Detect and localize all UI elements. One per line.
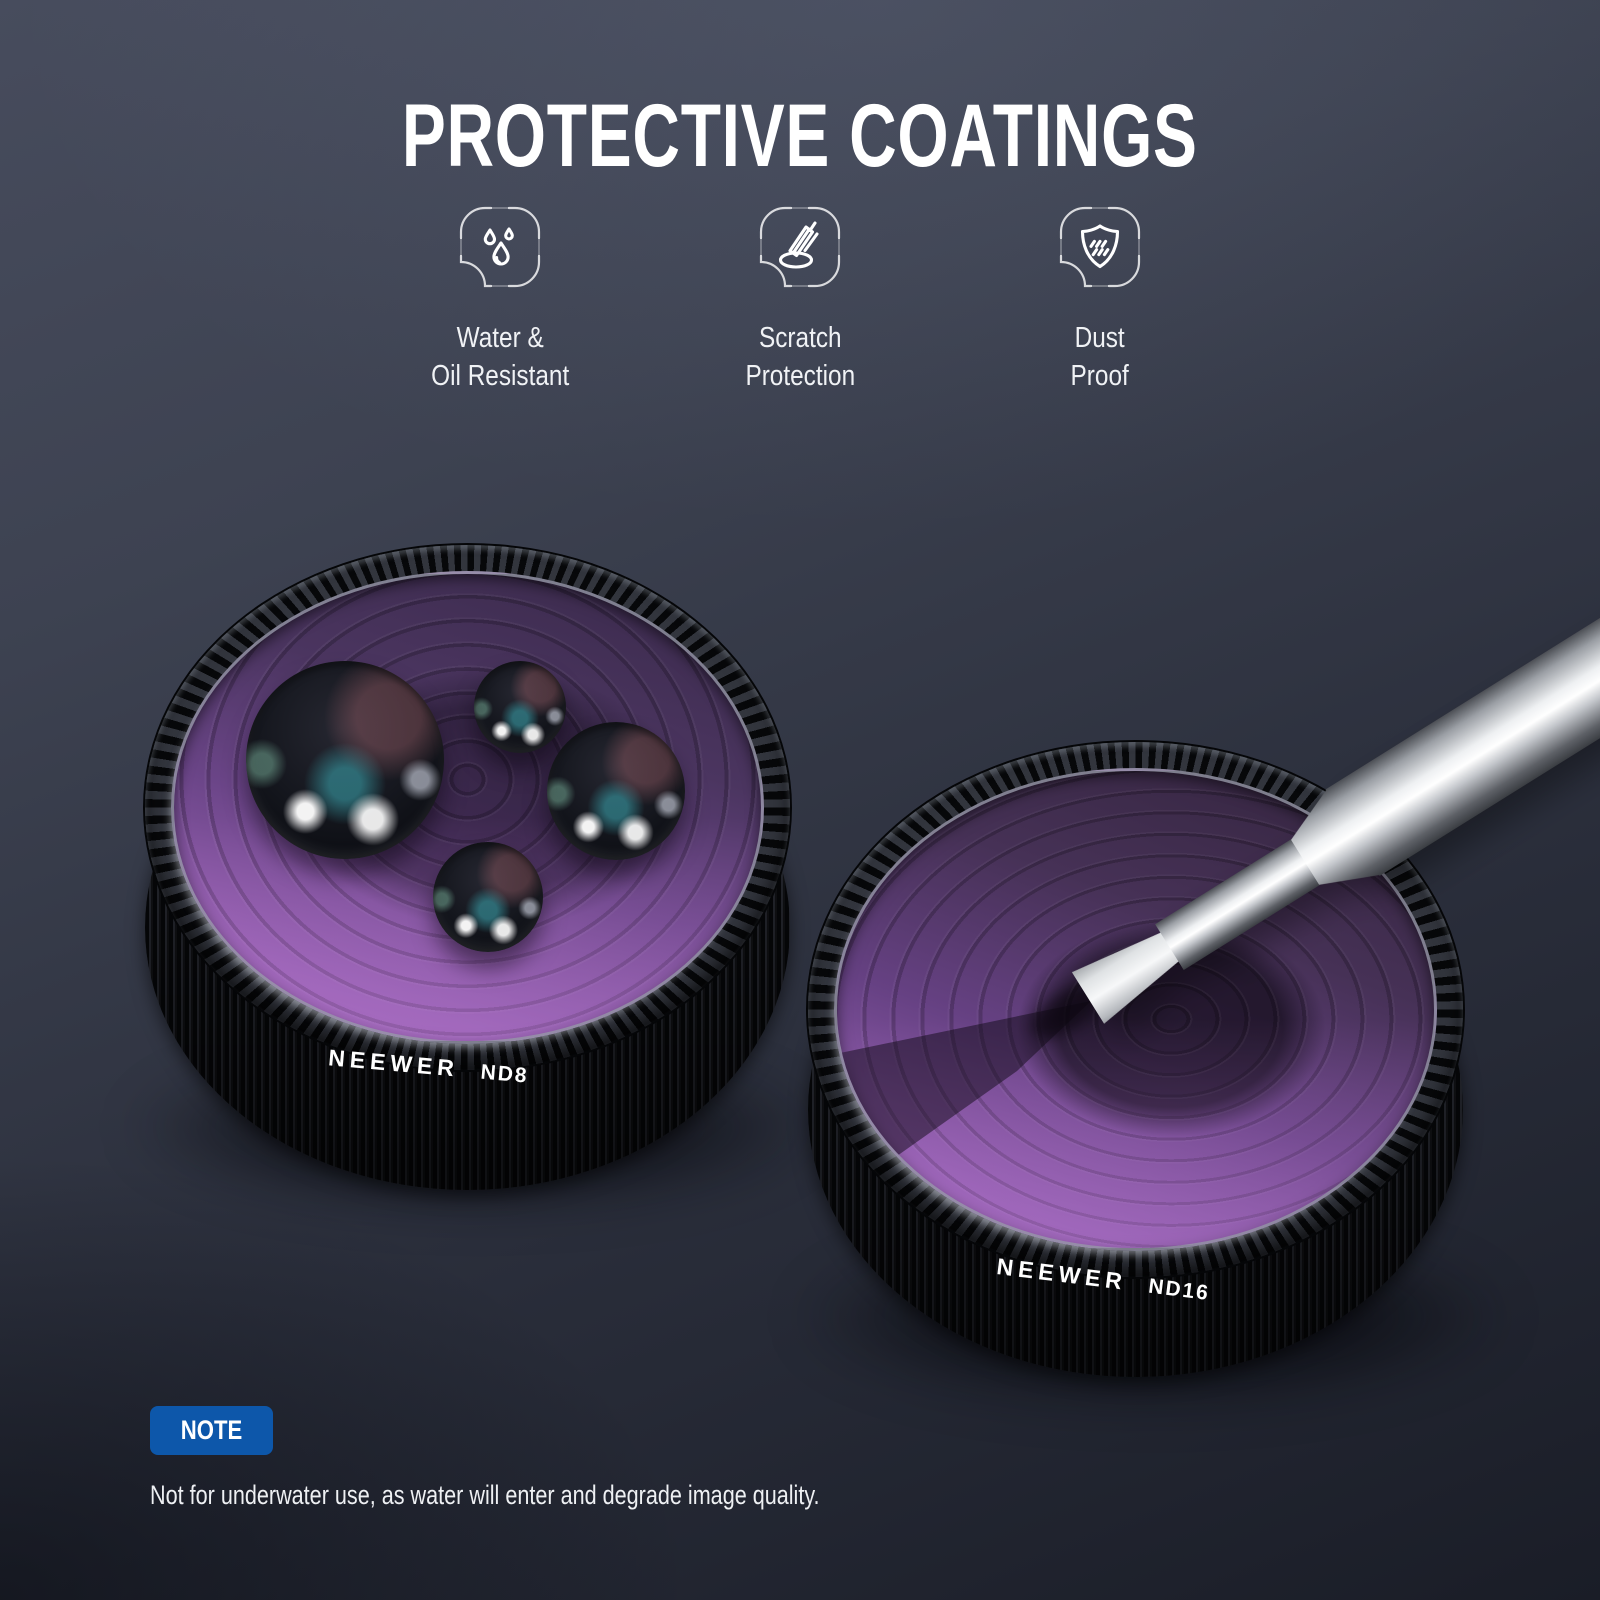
feature-label-line1: Dust bbox=[1074, 322, 1126, 354]
feature-label-line2: Proof bbox=[1070, 359, 1130, 392]
feature-label-dust: Dust Proof bbox=[1065, 320, 1134, 395]
feature-label-line1: Scratch bbox=[758, 322, 842, 354]
note-text: Not for underwater use, as water will en… bbox=[150, 1480, 820, 1510]
feature-label-line2: Protection bbox=[745, 359, 855, 392]
note-badge: NOTE bbox=[150, 1406, 274, 1455]
features-row: Water & Oil Resistant bbox=[0, 198, 1600, 395]
water-droplet-small bbox=[474, 661, 566, 753]
feature-label-water: Water & Oil Resistant bbox=[418, 320, 582, 395]
scratch-blade-icon bbox=[759, 206, 841, 288]
page-title-text: PROTECTIVE COATINGS bbox=[402, 85, 1198, 185]
note-badge-text: NOTE bbox=[180, 1415, 243, 1445]
filter-nd8: NEEWER ND8 bbox=[130, 545, 820, 1235]
feature-dust: Dust Proof bbox=[950, 198, 1250, 395]
model-label: ND8 bbox=[479, 1060, 530, 1088]
feature-water-oil: Water & Oil Resistant bbox=[350, 198, 650, 395]
scratch-icon-tile bbox=[751, 198, 849, 296]
water-droplet-bottom bbox=[433, 842, 543, 952]
feature-label-line1: Water & bbox=[456, 322, 544, 354]
water-icon-tile bbox=[451, 198, 549, 296]
water-drops-icon bbox=[459, 206, 541, 288]
screwdriver-shaft bbox=[1325, 536, 1600, 876]
filter-nd16: NEEWER ND16 bbox=[798, 742, 1508, 1412]
page-title: PROTECTIVE COATINGS bbox=[0, 84, 1600, 187]
filter-nd8-glass bbox=[171, 571, 764, 1044]
water-droplet-large bbox=[246, 661, 444, 859]
feature-label-scratch: Scratch Protection bbox=[735, 320, 866, 395]
dust-icon-tile bbox=[1051, 198, 1149, 296]
feature-scratch: Scratch Protection bbox=[650, 198, 950, 395]
water-droplet-medium bbox=[547, 722, 685, 860]
feature-label-line2: Oil Resistant bbox=[430, 359, 570, 392]
dust-shield-icon bbox=[1059, 206, 1141, 288]
